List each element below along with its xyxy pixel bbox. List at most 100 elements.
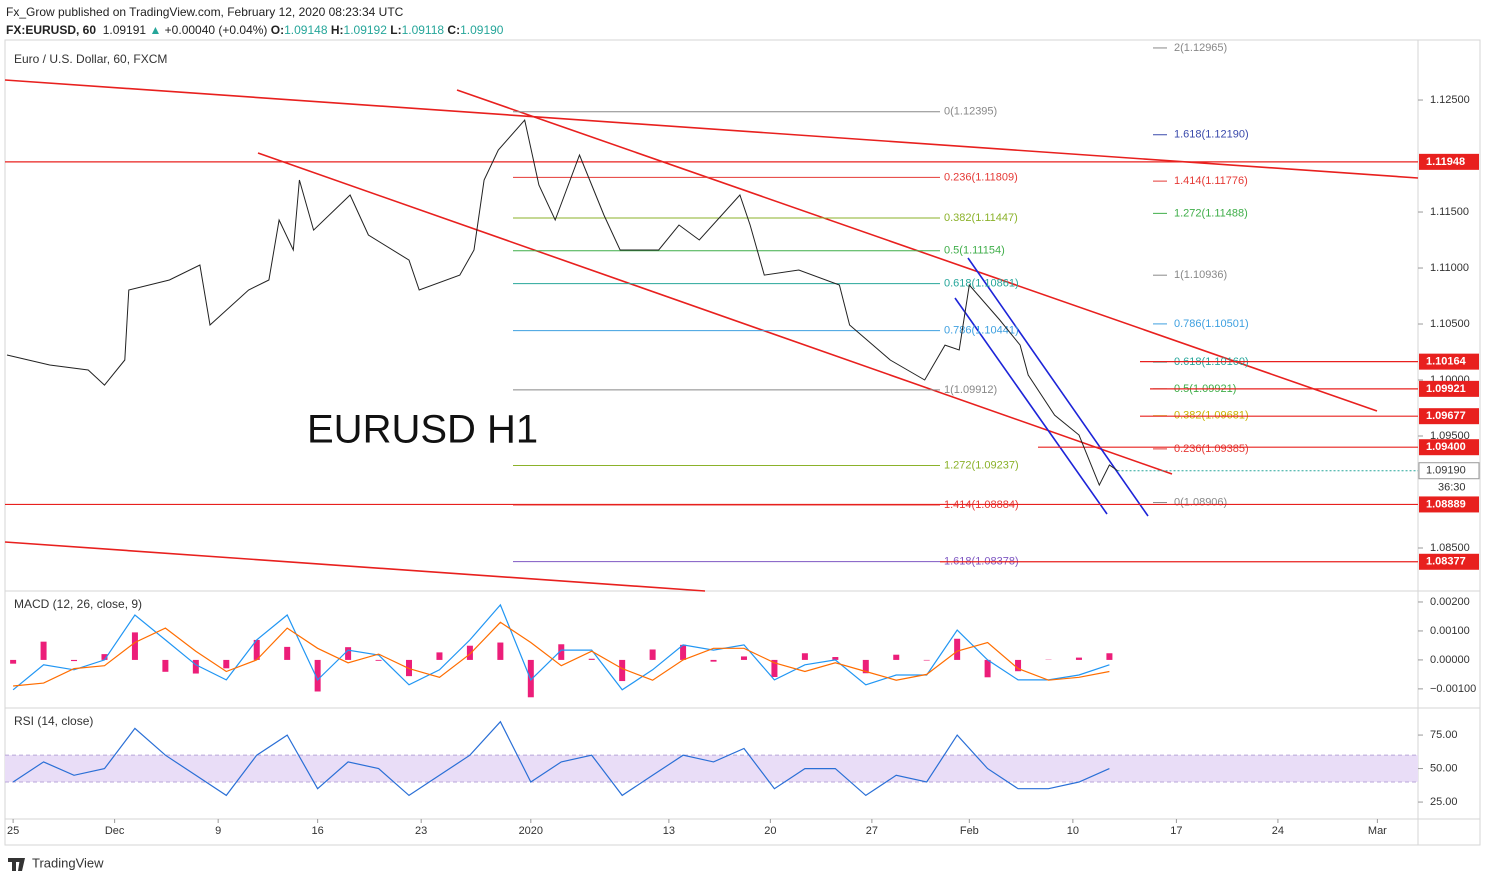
x-tick-label: 10 <box>1067 825 1079 837</box>
last-price-box <box>1418 462 1480 480</box>
histogram-bar <box>375 659 382 661</box>
y-tick-label: 1.09500 <box>1430 430 1470 442</box>
histogram-bar <box>710 659 717 662</box>
y-tick-label: 0.00100 <box>1430 625 1470 637</box>
pane-title: MACD (12, 26, close, 9) <box>14 597 142 611</box>
last: 1.09191 <box>102 23 147 37</box>
fib-label: 2(1.12965) <box>1174 42 1227 54</box>
histogram-bar <box>954 638 961 660</box>
fib-label: 1.414(1.11776) <box>1174 175 1248 187</box>
x-tick-label: 27 <box>866 825 878 837</box>
histogram-bar <box>466 645 473 660</box>
ohlc-value: 1.09148 <box>284 23 328 37</box>
x-tick-label: 13 <box>663 825 675 837</box>
histogram-bar <box>192 659 199 674</box>
countdown: 36:30 <box>1438 482 1466 494</box>
y-tick-label: 1.10500 <box>1430 318 1470 330</box>
fib-label: 1(1.10936) <box>1174 269 1227 281</box>
y-tick-label: 1.11500 <box>1430 206 1469 218</box>
footer: TradingView <box>8 855 104 871</box>
level-label: 1.08377 <box>1426 556 1466 568</box>
x-tick-label: 16 <box>312 825 324 837</box>
x-tick-label: 25 <box>7 825 19 837</box>
histogram-bar <box>1075 657 1082 660</box>
histogram-bar <box>497 642 504 660</box>
change: +0.00040 (+0.04%) <box>164 23 268 37</box>
trendline <box>4 541 706 592</box>
y-tick-label: 50.00 <box>1430 762 1458 774</box>
header: Fx_Grow published on TradingView.com, Fe… <box>6 3 503 39</box>
fib-label: 0.786(1.10441) <box>944 325 1019 337</box>
fib-label: 0.786(1.10501) <box>1174 318 1249 330</box>
histogram-bar <box>314 659 321 692</box>
trendline <box>257 152 1173 475</box>
histogram-bar <box>771 659 778 678</box>
histogram-bar <box>101 654 108 660</box>
ohlc-label: O: <box>270 23 285 37</box>
histogram-bar <box>832 657 839 660</box>
level-label: 1.08889 <box>1426 498 1466 510</box>
y-tick-label: 25.00 <box>1430 796 1458 808</box>
histogram-bar <box>253 639 260 660</box>
y-tick-label: −0.00100 <box>1430 683 1476 695</box>
series-line <box>6 119 1118 487</box>
histogram-bar <box>131 632 138 660</box>
trendlines <box>4 79 1419 592</box>
pane-title: RSI (14, close) <box>14 714 93 728</box>
x-tick-label: Dec <box>105 825 125 837</box>
ohlc-label: C: <box>447 23 461 37</box>
histogram-bar <box>284 646 291 660</box>
ohlc-value: 1.09190 <box>460 23 504 37</box>
level-label: 1.10164 <box>1426 356 1467 368</box>
fib-label: 0.236(1.11809) <box>944 171 1018 183</box>
x-tick-label: 20 <box>764 825 776 837</box>
histogram-bar <box>71 659 78 662</box>
level-box <box>1419 439 1479 456</box>
x-tick-label: 9 <box>215 825 221 837</box>
x-tick-label: Feb <box>960 825 979 837</box>
fib-label: 0.5(1.11154) <box>944 245 1005 257</box>
y-tick-label: 0.00000 <box>1430 654 1470 666</box>
histogram-bar <box>801 653 808 660</box>
x-tick-label: 2020 <box>519 825 543 837</box>
histogram-bar <box>40 641 47 660</box>
x-tick-label: Mar <box>1368 825 1387 837</box>
histogram-bar <box>862 659 869 674</box>
y-tick-label: 1.08500 <box>1430 542 1470 554</box>
level-box <box>1419 353 1479 370</box>
pane-title: Euro / U.S. Dollar, 60, FXCM <box>14 52 167 66</box>
histogram-bar <box>1015 659 1022 672</box>
histogram-bar <box>984 659 991 678</box>
histogram-bar <box>588 658 595 660</box>
y-tick-label: 1.12500 <box>1430 94 1470 106</box>
rsi-band <box>5 755 1418 782</box>
symbol-line: FX:EURUSD, 60 1.09191 ▲ +0.00040 (+0.04%… <box>6 23 504 37</box>
y-tick-label: 0.00200 <box>1430 596 1470 608</box>
channel-line <box>967 257 1149 517</box>
level-box <box>1419 553 1479 570</box>
frame <box>4 39 1481 846</box>
level-box <box>1419 408 1479 425</box>
channel <box>954 257 1149 517</box>
histogram-bar <box>162 659 169 672</box>
footer-text: TradingView <box>32 855 104 870</box>
ohlc-label: H: <box>330 23 344 37</box>
fib-label: 0(1.08906) <box>1174 496 1227 508</box>
fib-label: 1(1.09912) <box>944 384 997 396</box>
watermark: EURUSD H1 <box>307 408 538 452</box>
ohlc-label: L: <box>390 23 402 37</box>
histogram-bar <box>10 659 17 664</box>
y-tick-label: 1.11000 <box>1430 262 1469 274</box>
histogram-bar <box>649 649 656 660</box>
level-box <box>1419 496 1479 513</box>
x-tick-label: 17 <box>1170 825 1182 837</box>
ohlc-value: 1.09192 <box>343 23 387 37</box>
histogram-bar <box>893 654 900 660</box>
series-line <box>12 720 1110 797</box>
fib-label: 0.382(1.11447) <box>944 212 1018 224</box>
y-tick-label: 75.00 <box>1430 729 1458 741</box>
fib-label: 0(1.12395) <box>944 106 997 118</box>
fib-label: 1.272(1.09237) <box>944 459 1019 471</box>
level-label: 1.09400 <box>1426 441 1466 453</box>
